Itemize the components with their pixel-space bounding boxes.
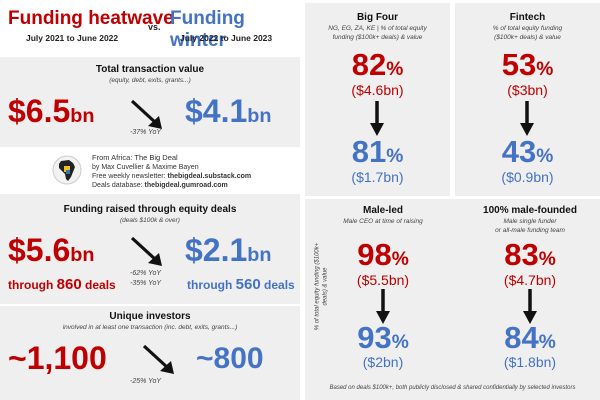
down-right-arrow-icon	[142, 344, 174, 374]
big-four-after-value: ($1.7bn)	[351, 169, 404, 185]
investors-after: ~800	[196, 342, 264, 375]
vs-label: vs.	[148, 22, 161, 32]
male-led-before-value: ($5.5bn)	[356, 272, 410, 288]
big-four-before-value: ($4.6bn)	[351, 82, 404, 98]
total-value-panel: Total transaction value (equity, debt, e…	[0, 57, 300, 147]
equity-before: $5.6bn	[8, 232, 95, 268]
down-right-arrow-icon	[130, 99, 162, 129]
investors-change: -25% YoY	[130, 378, 162, 385]
investors-title: Unique investors	[109, 311, 191, 322]
fintech-after-value: ($0.9bn)	[501, 169, 554, 185]
male-led-title: Male-led	[362, 205, 403, 216]
male-led-after-value: ($2bn)	[362, 354, 404, 370]
fintech-caption-2: ($100k+ deals) & value	[494, 34, 561, 41]
total-value-subtitle: (equity, debt, exits, grants...)	[109, 77, 191, 84]
male-founded-after-pct: 84%	[504, 320, 556, 355]
total-value-after: $4.1bn	[185, 93, 272, 129]
male-led-before-pct: 98%	[357, 237, 409, 272]
male-founded-caption-2: or all-male funding team	[495, 227, 565, 234]
equity-panel: Funding raised through equity deals (dea…	[0, 194, 300, 304]
source-text: From Africa: The Big Deal by Max Cuvelli…	[92, 153, 251, 191]
down-arrow-icon	[370, 101, 384, 136]
source-line-4: Deals database: thebigdeal.gumroad.com	[92, 182, 228, 190]
gender-panel: % of total equity funding ($100k+ deals)…	[305, 199, 600, 400]
heatwave-title: Funding heatwave	[8, 8, 174, 29]
investors-subtitle: involved in at least one transaction (in…	[62, 324, 238, 331]
investors-panel: Unique investors involved in at least on…	[0, 306, 300, 400]
total-value-before: $6.5bn	[8, 93, 95, 129]
equity-before-deals: through 860 deals	[8, 276, 116, 293]
equity-change-1: -62% YoY	[130, 270, 162, 277]
investors-before: ~1,100	[8, 340, 107, 376]
equity-title: Funding raised through equity deals	[63, 204, 237, 215]
fintech-before-pct: 53%	[501, 47, 554, 82]
male-led-section: Male-led Male CEO at time of raising 98%…	[323, 199, 443, 384]
fintech-caption-1: % of total equity funding	[492, 25, 563, 32]
africa-logo-icon	[52, 155, 82, 185]
male-led-after-pct: 93%	[357, 320, 409, 355]
total-value-change: -37% YoY	[130, 129, 162, 136]
big-four-caption-1: NG, EG, ZA, KE | % of total equity	[328, 25, 427, 32]
fintech-after-pct: 43%	[501, 134, 554, 169]
winter-title: Funding winter	[170, 8, 245, 51]
newsletter-link[interactable]: thebigdeal.substack.com	[167, 173, 252, 181]
big-four-before-pct: 82%	[351, 47, 404, 82]
equity-after-deals: through 560 deals	[187, 276, 295, 293]
down-arrow-icon	[376, 289, 390, 324]
source-line-1: From Africa: The Big Deal	[92, 153, 178, 162]
down-arrow-icon	[520, 101, 534, 136]
heatwave-period: July 2021 to June 2022	[26, 33, 119, 43]
equity-subtitle: (deals $100k & over)	[120, 217, 180, 224]
database-link[interactable]: thebigdeal.gumroad.com	[144, 182, 228, 190]
equity-change-2: -35% YoY	[130, 280, 162, 287]
big-four-caption-2: funding ($100k+ deals) & value	[332, 34, 423, 41]
male-led-caption: Male CEO at time of raising	[343, 218, 423, 225]
fintech-panel: Fintech % of total equity funding ($100k…	[455, 3, 600, 196]
big-four-panel: Big Four NG, EG, ZA, KE | % of total equ…	[305, 3, 450, 196]
source-block: From Africa: The Big Deal by Max Cuvelli…	[0, 148, 300, 192]
big-four-title: Big Four	[356, 12, 399, 23]
male-founded-after-value: ($1.8bn)	[503, 354, 557, 370]
total-value-title: Total transaction value	[95, 64, 205, 75]
footer-note: Based on deals $100k+, both publicly dis…	[329, 385, 576, 391]
fintech-title: Fintech	[509, 12, 546, 23]
source-line-3: Free weekly newsletter: thebigdeal.subst…	[92, 173, 252, 181]
male-founded-title: 100% male-founded	[483, 205, 577, 216]
down-right-arrow-icon	[130, 236, 162, 266]
down-arrow-icon	[523, 289, 537, 324]
winter-period: July 2022 to June 2023	[180, 33, 273, 43]
source-line-2: by Max Cuvellier & Maxime Bayen	[92, 163, 199, 171]
male-founded-before-pct: 83%	[504, 237, 556, 272]
header: Funding heatwave July 2021 to June 2022 …	[0, 0, 300, 56]
male-founded-caption-1: Male single funder	[503, 218, 557, 225]
male-founded-before-value: ($4.7bn)	[503, 272, 557, 288]
big-four-after-pct: 81%	[351, 134, 404, 169]
equity-after: $2.1bn	[185, 232, 272, 268]
fintech-before-value: ($3bn)	[507, 82, 548, 98]
male-founded-section: 100% male-founded Male single funder or …	[465, 199, 595, 384]
